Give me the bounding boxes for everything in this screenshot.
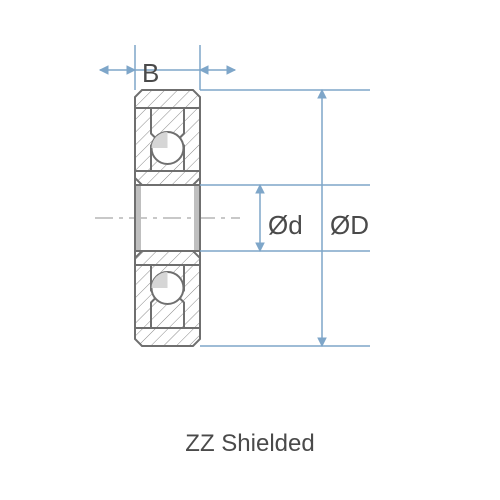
label-D: ØD: [330, 210, 369, 241]
label-B: B: [142, 58, 159, 89]
diagram-svg: [0, 0, 500, 500]
caption: ZZ Shielded: [0, 430, 500, 458]
bearing-diagram: { "type": "engineering-diagram", "subjec…: [0, 0, 500, 500]
label-d: Ød: [268, 210, 303, 241]
